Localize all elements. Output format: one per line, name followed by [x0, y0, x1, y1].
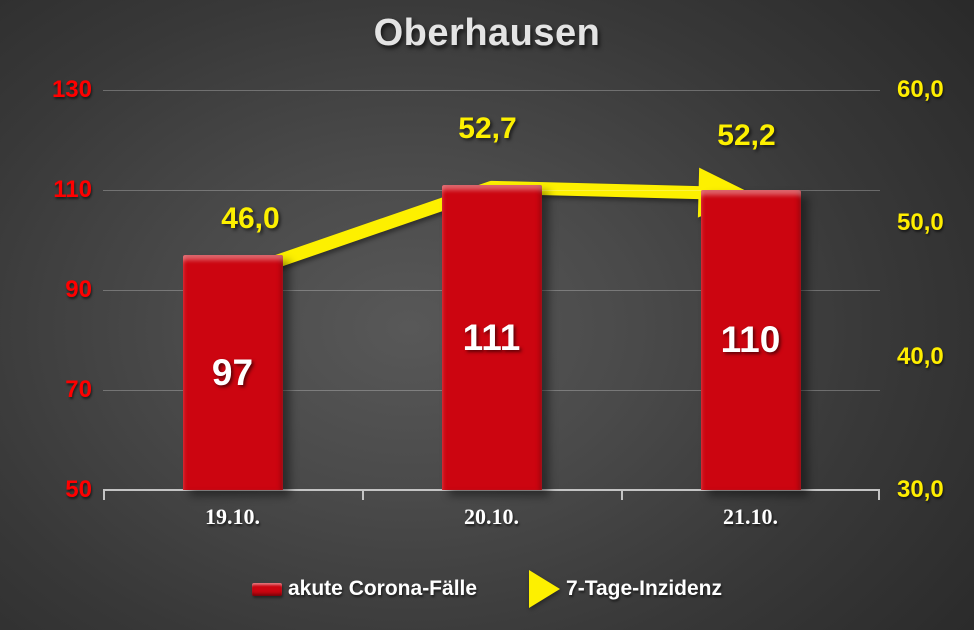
incidence-value-label: 46,0	[221, 201, 280, 235]
x-axis-label: 19.10.	[205, 504, 260, 529]
left-axis-tick-label: 110	[53, 176, 92, 203]
right-axis-tick-label: 60,0	[897, 76, 944, 103]
plot-area: 97 19.10. 111 20.10. 110 21.10. 46,0 52,7 52,2	[103, 90, 880, 529]
chart-title: Oberhausen	[373, 12, 601, 54]
axis-tick	[362, 490, 364, 500]
left-axis-tick-label: 50	[65, 476, 92, 503]
right-axis: 60,0 50,0 40,0 30,0	[895, 76, 973, 503]
bar-21.10.: 110	[700, 190, 801, 490]
right-axis-tick-label: 30,0	[897, 476, 944, 503]
red-bar-swatch-icon	[252, 582, 282, 596]
x-axis-label: 20.10.	[464, 504, 519, 529]
legend-item-cases: akute Corona-Fälle	[252, 577, 477, 601]
incidence-value-label: 52,7	[458, 112, 517, 146]
x-axis-label: 21.10.	[723, 504, 778, 529]
right-axis-tick-label: 50,0	[897, 209, 944, 237]
bar-19.10.: 97	[182, 255, 283, 490]
legend: akute Corona-Fälle 7-Tage-Inzidenz	[0, 566, 974, 612]
left-axis-tick-label: 90	[65, 276, 92, 303]
axis-tick	[621, 490, 623, 500]
incidence-value-label: 52,2	[717, 119, 776, 152]
legend-label-incidence: 7-Tage-Inzidenz	[566, 577, 722, 600]
bar-value-label: 97	[211, 351, 254, 393]
axis-tick	[878, 490, 880, 500]
gridline	[103, 90, 880, 91]
legend-item-incidence: 7-Tage-Inzidenz	[529, 570, 722, 608]
yellow-arrow-swatch-icon	[529, 570, 561, 608]
x-axis-line	[103, 489, 880, 491]
legend-label-cases: akute Corona-Fälle	[288, 577, 478, 600]
axis-tick	[103, 490, 105, 500]
left-axis: 130 110 90 70 50	[0, 76, 96, 503]
bar-value-label: 111	[462, 316, 521, 358]
left-axis-tick-label: 70	[65, 376, 92, 403]
right-axis-tick-label: 40,0	[897, 342, 944, 370]
bar-20.10.: 111	[441, 185, 542, 490]
bar-value-label: 110	[720, 319, 781, 360]
left-axis-tick-label: 130	[51, 76, 92, 103]
